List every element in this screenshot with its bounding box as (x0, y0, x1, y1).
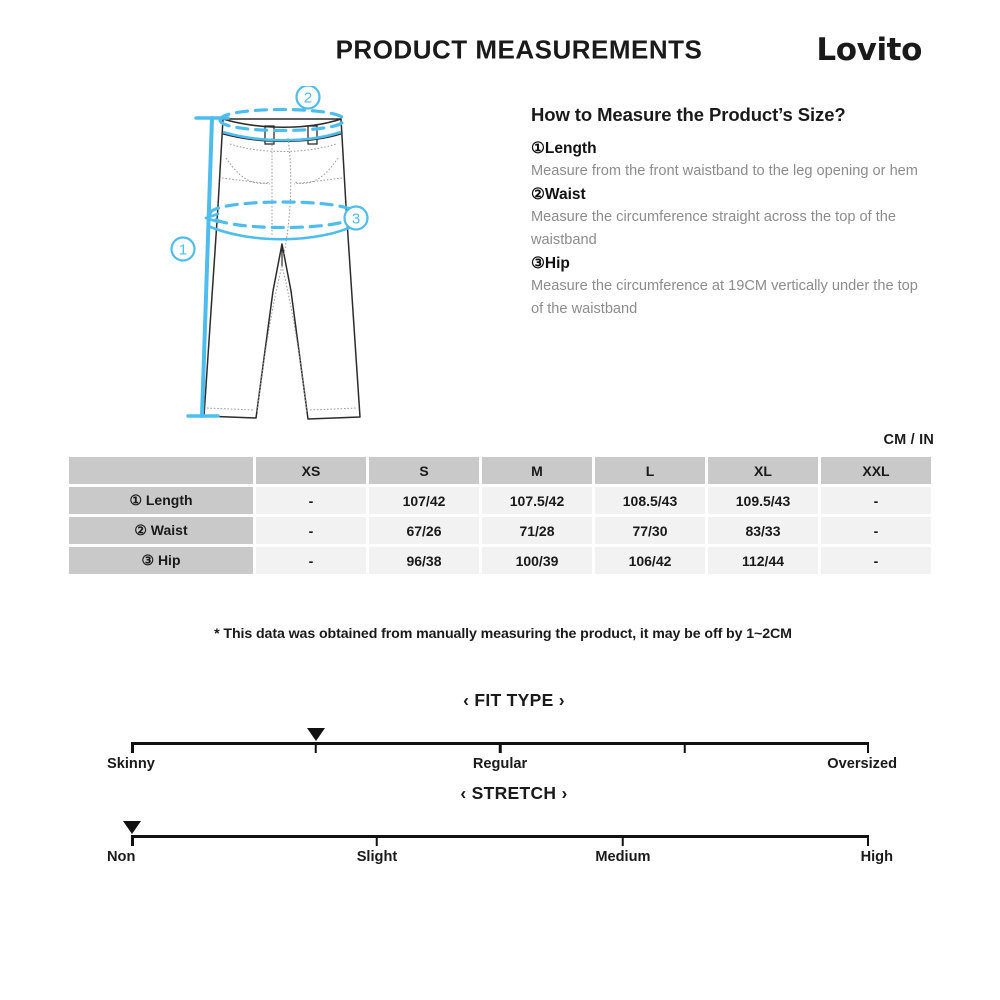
fit-type-scale: ‹ FIT TYPE › Skinny Regular Oversized (0, 690, 1000, 772)
fit-type-title: ‹ FIT TYPE › (463, 690, 565, 710)
measure-desc-length: Measure from the front waistband to the … (531, 162, 918, 179)
row-label-hip: ③ Hip (69, 547, 253, 574)
column-header-m: M (482, 457, 592, 484)
stretch-axis-line (131, 835, 869, 838)
waist-ellipse-annotation (218, 107, 346, 133)
cell-hip-xs: - (256, 547, 366, 574)
column-header-l: L (595, 457, 705, 484)
stretch-label-slight: Slight (356, 849, 398, 865)
table-row: ① Length - 107/42 107.5/42 108.5/43 109.… (69, 487, 931, 514)
cell-length-l: 108.5/43 (595, 487, 705, 514)
fit-type-label-oversized: Oversized (827, 756, 897, 772)
stretch-scale: ‹ STRETCH › Non Slight Medium High (0, 783, 1000, 865)
column-header-s: S (369, 457, 479, 484)
measure-item-length: ①Length Measure from the front waistband… (531, 139, 931, 183)
cell-waist-xs: - (256, 517, 366, 544)
fit-type-tick-3 (683, 742, 686, 753)
svg-text:1: 1 (179, 242, 187, 259)
fit-type-label-regular: Regular (472, 756, 528, 772)
stretch-label-non: Non (107, 849, 136, 865)
measurement-disclaimer: * This data was obtained from manually m… (214, 626, 792, 642)
cell-length-m: 107.5/42 (482, 487, 592, 514)
how-to-measure-title: How to Measure the Product’s Size? (531, 104, 846, 125)
measure-item-waist: ②Waist Measure the circumference straigh… (531, 185, 931, 252)
length-line-annotation (186, 116, 230, 418)
row-label-length: ① Length (69, 487, 253, 514)
fit-type-tick-2 (498, 742, 502, 753)
cell-hip-xxl: - (821, 547, 931, 574)
cell-waist-m: 71/28 (482, 517, 592, 544)
callout-2-marker: 2 (295, 86, 321, 110)
measure-term-hip: ③Hip (531, 254, 570, 272)
cell-hip-s: 96/38 (369, 547, 479, 574)
stretch-title: ‹ STRETCH › (460, 783, 568, 803)
column-header-xs: XS (256, 457, 366, 484)
table-header-row: XS S M L XL XXL (69, 457, 931, 484)
svg-text:2: 2 (304, 90, 312, 107)
page-header: PRODUCT MEASUREMENTS Lovito (0, 0, 1000, 92)
column-header-blank (69, 457, 253, 484)
cell-length-xs: - (256, 487, 366, 514)
stretch-tick-3 (866, 835, 869, 846)
cell-waist-xl: 83/33 (708, 517, 818, 544)
svg-text:3: 3 (352, 211, 360, 228)
fit-type-tick-4 (866, 742, 869, 753)
fit-type-tick-1 (314, 742, 317, 753)
measure-item-hip: ③Hip Measure the circumference at 19CM v… (531, 254, 931, 321)
cell-hip-m: 100/39 (482, 547, 592, 574)
size-table-section: CM / IN XS S M L XL XXL ① Length - 107/4… (66, 432, 934, 577)
table-row: ③ Hip - 96/38 100/39 106/42 112/44 - (69, 547, 931, 574)
measurement-guide-section: 2 3 1 How to Measure the Product’s Size?… (0, 86, 1000, 432)
measure-term-waist: ②Waist (531, 185, 586, 203)
pants-diagram: 2 3 1 (160, 86, 440, 431)
stretch-label-high: High (860, 849, 893, 865)
cell-length-s: 107/42 (369, 487, 479, 514)
fit-type-label-skinny: Skinny (107, 756, 155, 772)
row-label-waist: ② Waist (69, 517, 253, 544)
measure-term-length: ①Length (531, 140, 597, 157)
cell-waist-l: 77/30 (595, 517, 705, 544)
stretch-marker (123, 821, 141, 834)
brand-logo: Lovito (816, 32, 922, 68)
measure-desc-hip: Measure the circumference at 19CM vertic… (531, 277, 918, 317)
hip-ellipse-annotation (208, 200, 358, 230)
stretch-tick-2 (621, 835, 625, 846)
stretch-tick-0 (131, 835, 134, 846)
unit-label: CM / IN (883, 432, 934, 448)
table-row: ② Waist - 67/26 71/28 77/30 83/33 - (69, 517, 931, 544)
stretch-tick-1 (375, 835, 379, 846)
stretch-axis: Non Slight Medium High (107, 817, 893, 865)
callout-1-marker: 1 (170, 236, 196, 262)
measure-desc-waist: Measure the circumference straight acros… (531, 208, 897, 248)
column-header-xl: XL (708, 457, 818, 484)
cell-hip-xl: 112/44 (708, 547, 818, 574)
callout-3-marker: 3 (343, 205, 369, 231)
cell-hip-l: 106/42 (595, 547, 705, 574)
cell-waist-xxl: - (821, 517, 931, 544)
page-title: PRODUCT MEASUREMENTS (335, 34, 703, 65)
cell-waist-s: 67/26 (369, 517, 479, 544)
cell-length-xxl: - (821, 487, 931, 514)
how-to-measure-panel: How to Measure the Product’s Size? ①Leng… (531, 104, 931, 323)
fit-type-tick-0 (131, 742, 134, 753)
stretch-label-medium: Medium (595, 849, 651, 865)
cell-length-xl: 109.5/43 (708, 487, 818, 514)
column-header-xxl: XXL (821, 457, 931, 484)
fit-type-marker (306, 728, 325, 741)
size-table: XS S M L XL XXL ① Length - 107/42 107.5/… (66, 454, 934, 577)
fit-type-axis: Skinny Regular Oversized (107, 724, 897, 772)
